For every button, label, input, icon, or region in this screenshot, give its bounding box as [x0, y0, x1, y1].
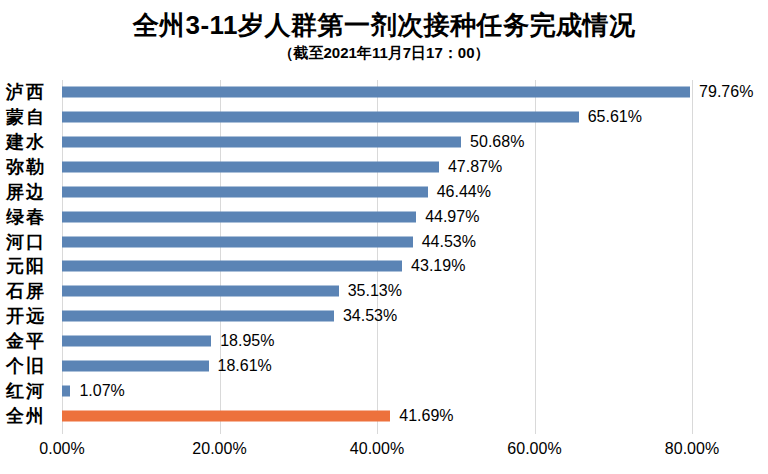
category-label: 屏边: [6, 180, 62, 204]
category-label: 元阳: [6, 254, 62, 278]
bar-track: 41.69%: [62, 403, 768, 428]
bar: [62, 311, 334, 322]
bar: [62, 385, 70, 396]
bar: [62, 112, 579, 123]
value-label: 44.97%: [425, 208, 479, 226]
bar-row: 河口 44.53%: [6, 229, 768, 254]
bar-track: 79.76%: [62, 80, 768, 105]
bar: [62, 186, 428, 197]
category-label: 开远: [6, 304, 62, 328]
bar-track: 43.19%: [62, 254, 768, 279]
bar-row: 金平 18.95%: [6, 329, 768, 354]
bar-track: 34.53%: [62, 304, 768, 329]
bar: [62, 286, 339, 297]
bar: [62, 261, 402, 272]
chart-subtitle: （截至2021年11月7日17：00）: [0, 44, 768, 63]
bar-row: 建水 50.68%: [6, 130, 768, 155]
bar-row: 全州 41.69%: [6, 403, 768, 428]
value-label: 43.19%: [411, 257, 465, 275]
bar-row: 泸西 79.76%: [6, 80, 768, 105]
category-label: 红河: [6, 379, 62, 403]
bar-track: 65.61%: [62, 105, 768, 130]
category-label: 泸西: [6, 80, 62, 104]
bar: [62, 360, 209, 371]
x-axis: 0.00% 20.00% 40.00% 60.00% 80.00%: [0, 440, 768, 462]
category-label: 建水: [6, 130, 62, 154]
value-label: 1.07%: [79, 382, 124, 400]
x-axis-tick-label: 80.00%: [665, 440, 719, 458]
value-label: 18.61%: [218, 357, 272, 375]
chart-title: 全州3-11岁人群第一剂次接种任务完成情况: [0, 8, 768, 43]
bar-row: 屏边 46.44%: [6, 179, 768, 204]
value-label: 79.76%: [699, 83, 753, 101]
bar-track: 1.07%: [62, 378, 768, 403]
plot-area: 泸西 79.76% 蒙自 65.61% 建水 50.68% 弥勒 47.87% 屏边 46.44%…: [0, 80, 768, 428]
bar-row: 开远 34.53%: [6, 304, 768, 329]
bar-row: 弥勒 47.87%: [6, 155, 768, 180]
bar-track: 46.44%: [62, 179, 768, 204]
bar: [62, 87, 690, 98]
category-label: 全州: [6, 404, 62, 428]
bar-track: 44.53%: [62, 229, 768, 254]
category-label: 个旧: [6, 354, 62, 378]
value-label: 44.53%: [422, 233, 476, 251]
category-label: 蒙自: [6, 105, 62, 129]
bar-track: 44.97%: [62, 204, 768, 229]
x-axis-tick-label: 0.00%: [39, 440, 84, 458]
x-axis-tick-label: 20.00%: [192, 440, 246, 458]
category-label: 金平: [6, 329, 62, 353]
bar-rows: 泸西 79.76% 蒙自 65.61% 建水 50.68% 弥勒 47.87% 屏边 46.44%…: [6, 80, 768, 428]
value-label: 65.61%: [588, 108, 642, 126]
bar-row: 元阳 43.19%: [6, 254, 768, 279]
bar: [62, 162, 439, 173]
value-label: 35.13%: [348, 282, 402, 300]
bar-row: 蒙自 65.61%: [6, 105, 768, 130]
bar: [62, 410, 390, 421]
bar: [62, 236, 413, 247]
chart-container: 全州3-11岁人群第一剂次接种任务完成情况 （截至2021年11月7日17：00…: [0, 0, 768, 474]
bar-track: 50.68%: [62, 130, 768, 155]
bar: [62, 336, 211, 347]
bar-track: 18.95%: [62, 329, 768, 354]
bar-track: 47.87%: [62, 155, 768, 180]
category-label: 绿春: [6, 205, 62, 229]
bar-track: 35.13%: [62, 279, 768, 304]
category-label: 石屏: [6, 279, 62, 303]
bar: [62, 211, 416, 222]
x-axis-tick-label: 40.00%: [350, 440, 404, 458]
category-label: 河口: [6, 230, 62, 254]
value-label: 47.87%: [448, 158, 502, 176]
value-label: 34.53%: [343, 307, 397, 325]
bar: [62, 137, 461, 148]
bar-row: 个旧 18.61%: [6, 353, 768, 378]
bar-row: 红河 1.07%: [6, 378, 768, 403]
value-label: 50.68%: [470, 133, 524, 151]
value-label: 18.95%: [220, 332, 274, 350]
x-axis-tick-label: 60.00%: [507, 440, 561, 458]
value-label: 46.44%: [437, 183, 491, 201]
bar-track: 18.61%: [62, 353, 768, 378]
bar-row: 石屏 35.13%: [6, 279, 768, 304]
value-label: 41.69%: [399, 407, 453, 425]
category-label: 弥勒: [6, 155, 62, 179]
bar-row: 绿春 44.97%: [6, 204, 768, 229]
